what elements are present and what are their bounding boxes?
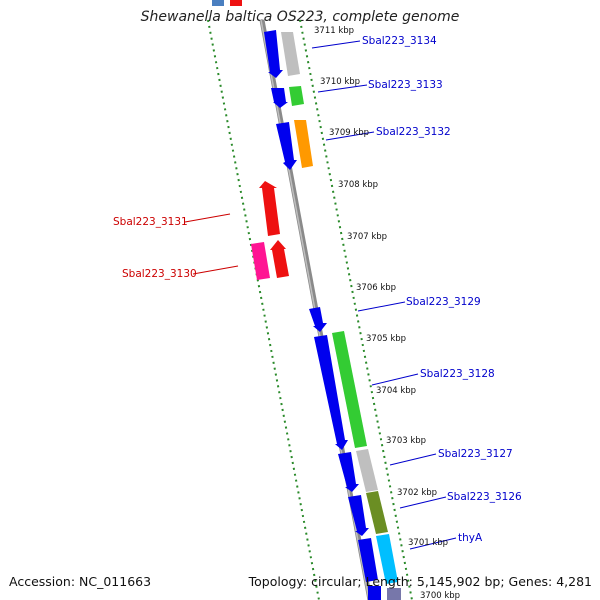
kbp-tick-label: 3710 kbp (320, 77, 360, 87)
leader-sbal3134 (311, 40, 361, 49)
gene-sbal223-3129[interactable] (309, 307, 327, 332)
label-thyA[interactable]: thyA (458, 532, 483, 544)
kbp-tick-label: 3702 kbp (397, 488, 437, 498)
leader-sbal3129 (357, 301, 406, 312)
leader-sbal3126 (399, 496, 447, 509)
kbp-tick-label: 3705 kbp (366, 334, 406, 344)
gene-sbal223-3127[interactable] (338, 449, 378, 492)
label-sbal223-3132[interactable]: Sbal223_3132 (376, 126, 451, 138)
gene-sbal223-3126[interactable] (348, 491, 388, 536)
gene-sbal223-3133[interactable] (271, 86, 304, 108)
gene-sbal223-3132[interactable] (276, 120, 313, 170)
gene-block-bottom[interactable] (368, 586, 401, 600)
leader-sbal3131 (184, 213, 231, 223)
gene-sbal223-3128[interactable] (314, 331, 367, 450)
gene-sbal223-3131[interactable] (259, 181, 280, 236)
label-sbal223-3126[interactable]: Sbal223_3126 (447, 491, 522, 503)
gene-sbal223-3130[interactable] (251, 240, 289, 280)
kbp-tick-label: 3711 kbp (314, 26, 354, 36)
outer-dotted-track (207, 19, 320, 600)
gene-block-top-red[interactable] (230, 0, 242, 6)
leader-sbal3128 (371, 373, 419, 386)
label-sbal223-3131[interactable]: Sbal223_3131 (113, 216, 188, 228)
label-sbal223-3129[interactable]: Sbal223_3129 (406, 296, 481, 308)
leader-thyA (409, 537, 457, 550)
genome-summary-text: Topology: circular; Length: 5,145,902 bp… (248, 574, 592, 589)
label-sbal223-3133[interactable]: Sbal223_3133 (368, 79, 443, 91)
leader-sbal3133 (317, 84, 368, 93)
label-sbal223-3134[interactable]: Sbal223_3134 (362, 35, 437, 47)
kbp-tick-label: 3700 kbp (420, 591, 460, 600)
leader-sbal3127 (389, 453, 437, 466)
map-title: Shewanella baltica OS223, complete genom… (140, 9, 460, 25)
kbp-tick-label: 3706 kbp (356, 283, 396, 293)
label-sbal223-3127[interactable]: Sbal223_3127 (438, 448, 513, 460)
leader-sbal3132 (325, 131, 375, 141)
inner-dotted-track (299, 19, 413, 600)
kbp-tick-label: 3708 kbp (338, 180, 378, 190)
gene-thyA[interactable] (358, 534, 398, 584)
leader-sbal3130 (192, 265, 239, 275)
kbp-tick-label: 3703 kbp (386, 436, 426, 446)
kbp-tick-label: 3701 kbp (408, 538, 448, 548)
kbp-tick-label: 3707 kbp (347, 232, 387, 242)
kbp-tick-label: 3704 kbp (376, 386, 416, 396)
label-sbal223-3130[interactable]: Sbal223_3130 (122, 268, 197, 280)
label-sbal223-3128[interactable]: Sbal223_3128 (420, 368, 495, 380)
accession-text: Accession: NC_011663 (9, 574, 152, 589)
kbp-tick-label: 3709 kbp (329, 128, 369, 138)
gene-block-top-blue[interactable] (212, 0, 224, 6)
gene-sbal223-3134[interactable] (264, 30, 300, 78)
